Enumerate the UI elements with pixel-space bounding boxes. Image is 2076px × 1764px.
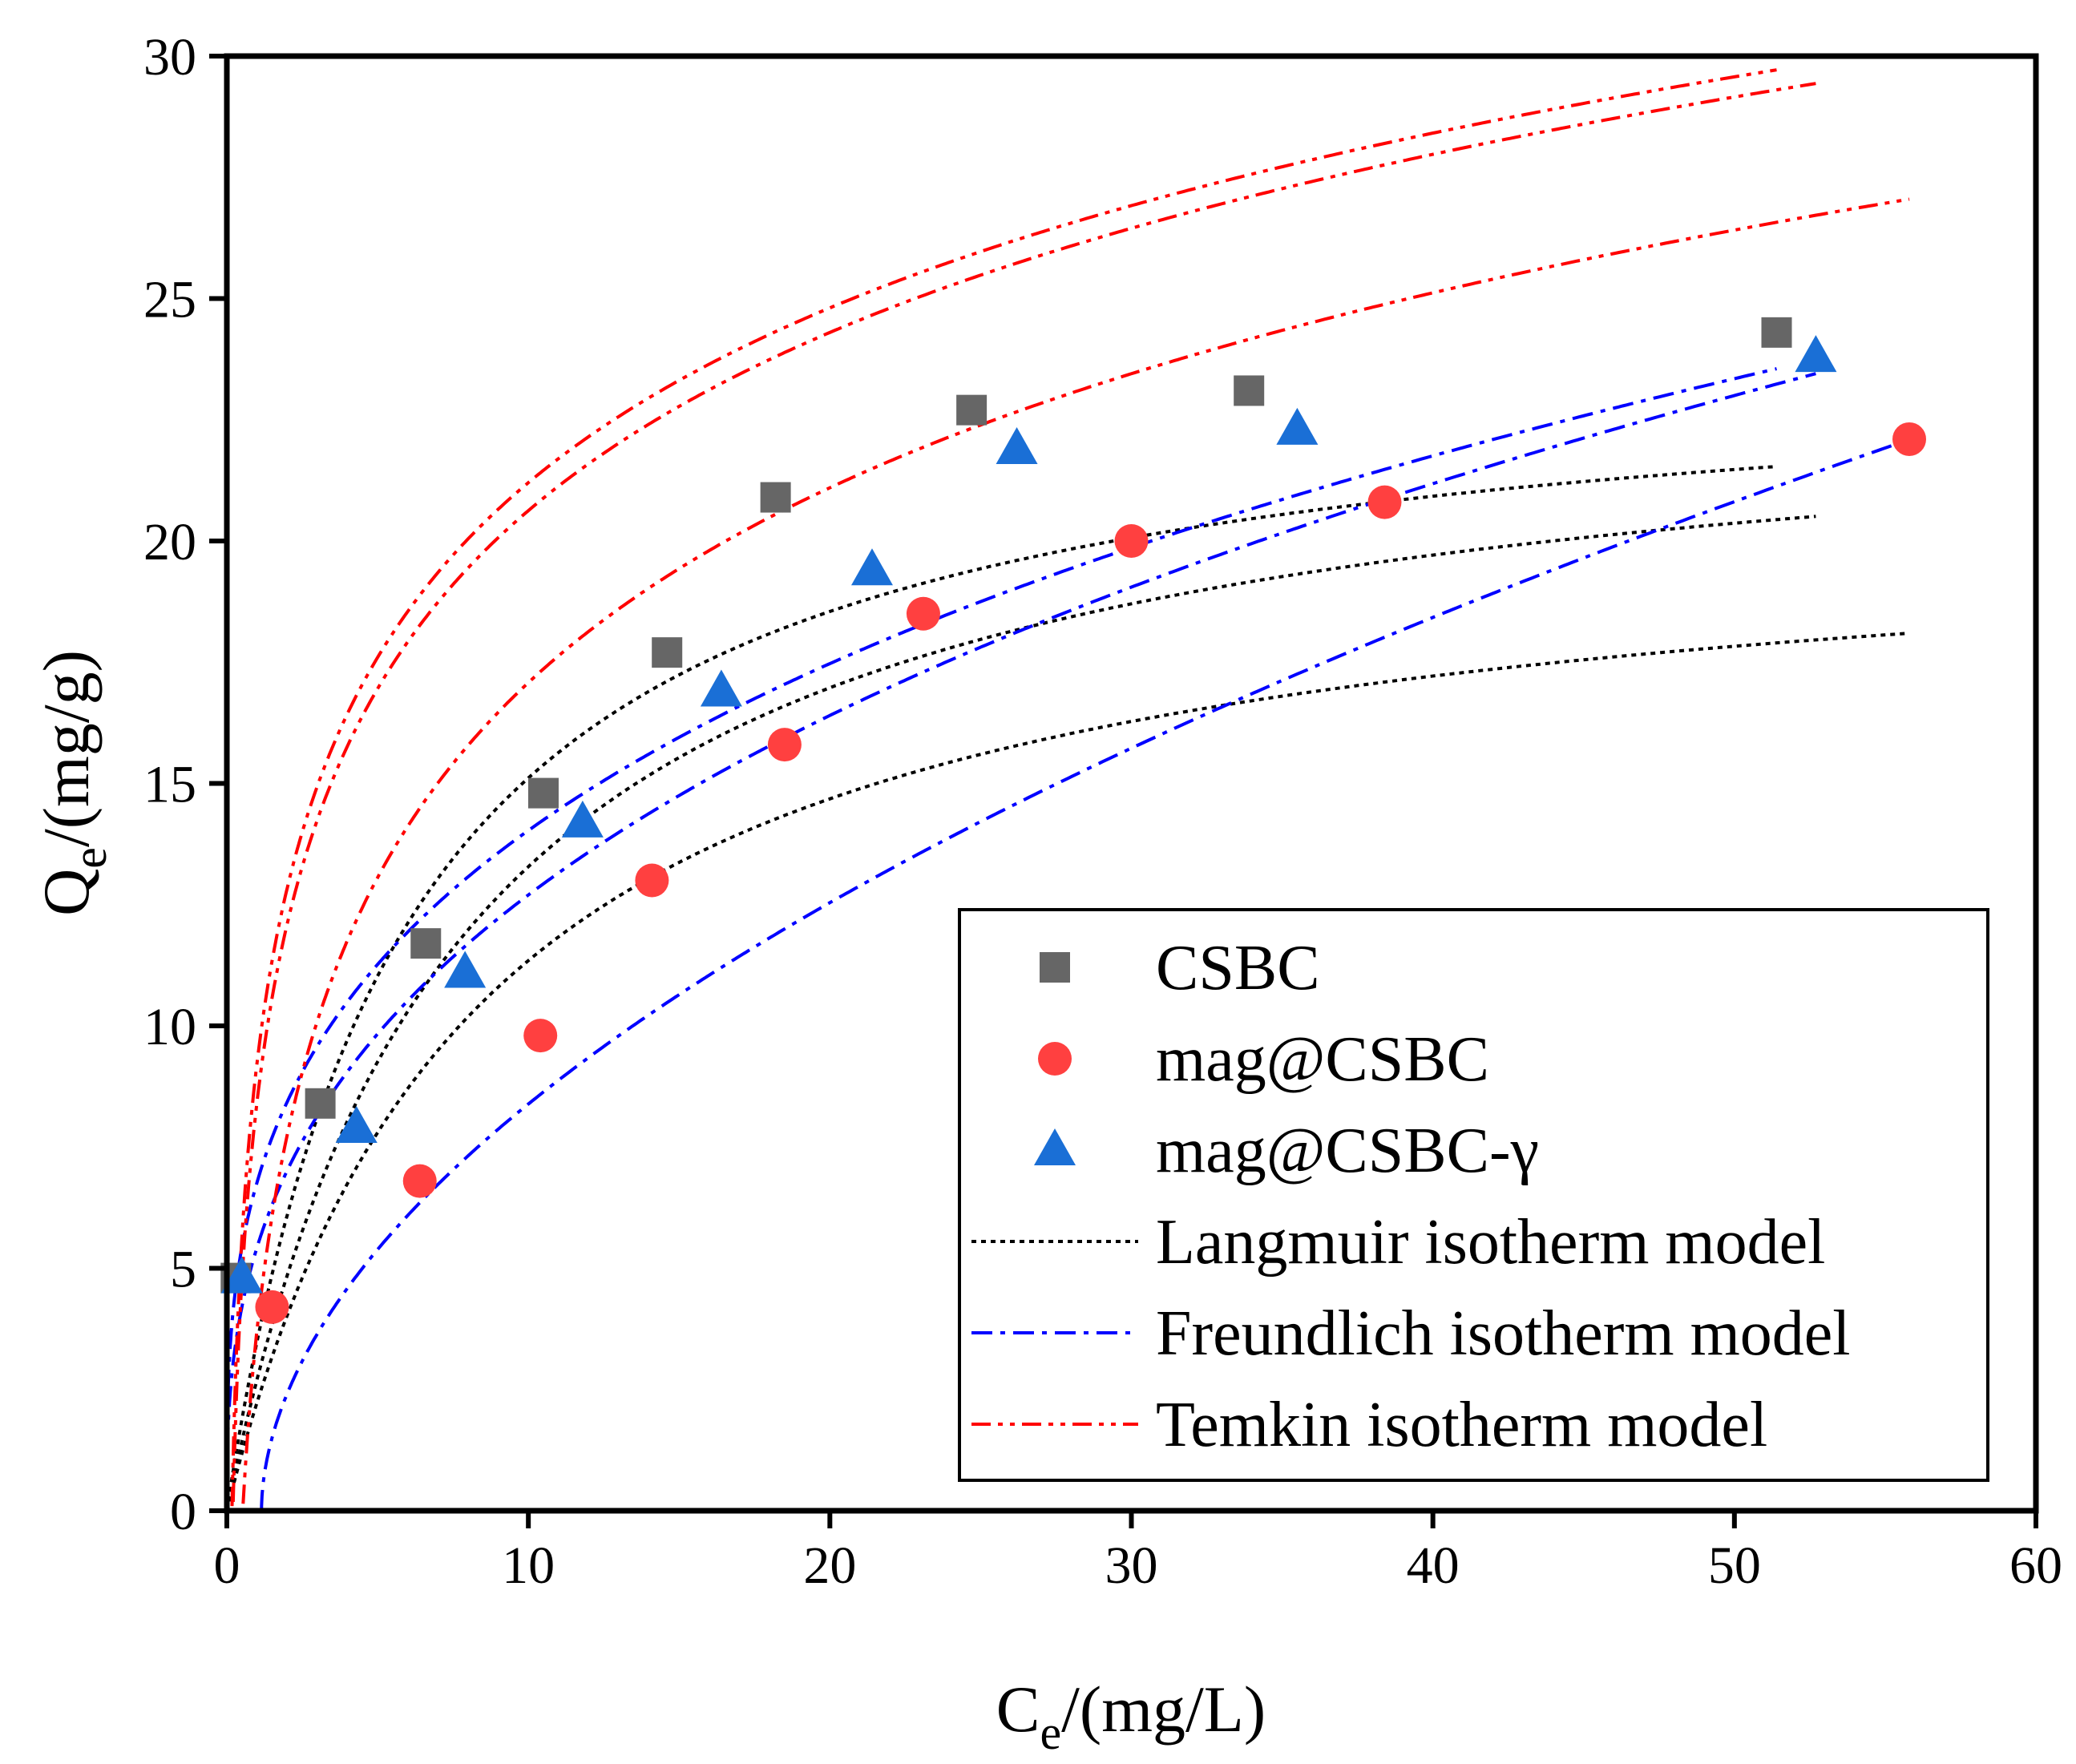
mag-csbc-point	[402, 1164, 437, 1198]
mag-csbc-point	[1114, 524, 1149, 558]
model-curves	[225, 68, 1910, 1512]
x-axis-title-rest: /(mg/L)	[1061, 1673, 1266, 1746]
x-tick-label: 50	[1708, 1536, 1761, 1595]
y-tick-label: 5	[170, 1241, 196, 1299]
x-axis-title-main: C	[996, 1673, 1040, 1746]
mag-csbc-point	[635, 863, 669, 898]
mag-csbc--point	[850, 548, 893, 586]
freundlich-fit-curve	[225, 367, 1777, 1475]
csbc-point	[305, 1088, 336, 1119]
y-tick-label: 0	[170, 1483, 196, 1541]
temkin-fit-curve	[241, 197, 1910, 1504]
y-tick-label: 25	[143, 271, 196, 329]
legend-marker-circle	[1038, 1042, 1072, 1076]
mag-csbc-point	[767, 728, 802, 762]
temkin-fit-curve	[231, 82, 1816, 1502]
x-tick-label: 30	[1105, 1536, 1158, 1595]
temkin-fit-curve	[230, 68, 1777, 1507]
x-tick-label: 10	[502, 1536, 555, 1595]
x-tick-label: 0	[214, 1536, 240, 1595]
mag-csbc-point	[1367, 485, 1402, 519]
mag-csbc--point	[700, 669, 742, 707]
x-axis-title: Ce/(mg/L)	[996, 1673, 1266, 1759]
csbc-point	[1761, 317, 1792, 348]
axis-titles: Ce/(mg/L) Qe/(mg/g)	[30, 650, 1266, 1759]
legend-marker-triangle	[1034, 1128, 1076, 1165]
csbc-point	[410, 928, 442, 959]
y-axis-title-sub: e	[63, 847, 116, 869]
csbc-point	[1234, 375, 1265, 406]
legend-box	[958, 908, 1989, 1482]
x-tick-label: 20	[803, 1536, 856, 1595]
legend-label: Temkin isotherm model	[1156, 1390, 1767, 1460]
langmuir-fit-curve	[225, 515, 1816, 1512]
y-tick-label: 30	[143, 28, 196, 87]
csbc-point	[956, 394, 988, 426]
mag-csbc-point	[1892, 422, 1927, 456]
y-axis-title-main: Q	[30, 869, 103, 916]
legend: CSBC mag@CSBC mag@CSBC-γ Langmuir isotherm …	[958, 908, 1989, 1482]
legend-label: mag@CSBC	[1156, 1024, 1489, 1095]
mag-csbc-point	[523, 1019, 558, 1053]
mag-csbc-point	[255, 1290, 289, 1324]
y-axis-title-rest: /(mg/g)	[30, 650, 103, 847]
csbc-point	[527, 777, 559, 809]
legend-label: mag@CSBC-γ	[1156, 1116, 1539, 1186]
x-tick-label: 40	[1407, 1536, 1460, 1595]
x-axis-title-sub: e	[1040, 1706, 1062, 1759]
freundlich-fit-curve	[260, 438, 1910, 1511]
csbc-point	[760, 482, 791, 513]
legend-label: CSBC	[1156, 933, 1320, 1003]
mag-csbc--point	[561, 800, 604, 838]
mag-csbc--point	[444, 951, 487, 988]
axis-ticks: 0 10 20 30 40 50 60 0 5 10 15 20 25 30	[143, 28, 2062, 1595]
y-axis-title: Qe/(mg/g)	[30, 650, 116, 916]
legend-label: Freundlich isotherm model	[1156, 1298, 1851, 1369]
mag-csbc--point	[1276, 407, 1319, 445]
y-tick-label: 15	[143, 756, 196, 814]
x-tick-label: 60	[2009, 1536, 2062, 1595]
mag-csbc--point	[220, 1256, 263, 1294]
y-tick-label: 10	[143, 998, 196, 1056]
y-tick-label: 20	[143, 513, 196, 571]
mag-csbc--point	[1795, 335, 1837, 373]
legend-marker-square	[1040, 952, 1070, 983]
legend-label: Langmuir isotherm model	[1156, 1207, 1825, 1278]
csbc-point	[652, 637, 683, 668]
mag-csbc-point	[906, 596, 940, 631]
mag-csbc--point	[335, 1106, 378, 1144]
mag-csbc--point	[996, 427, 1038, 465]
langmuir-fit-curve	[225, 465, 1777, 1512]
